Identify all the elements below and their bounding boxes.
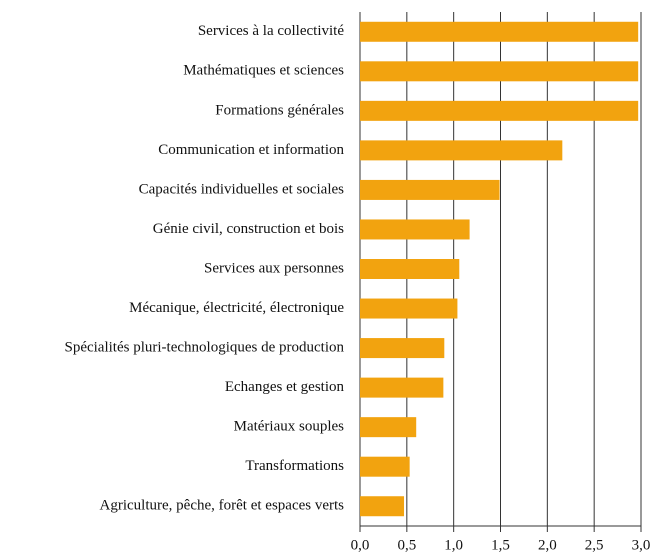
x-tick-label: 2,0 xyxy=(538,537,557,553)
y-tick-label: Communication et information xyxy=(158,142,344,158)
x-tick-label: 0,0 xyxy=(351,537,370,553)
bar xyxy=(360,496,405,517)
x-tick-label: 1,0 xyxy=(444,537,463,553)
y-tick-label: Agriculture, pêche, forêt et espaces ver… xyxy=(100,498,345,514)
x-tick-label: 2,5 xyxy=(585,537,604,553)
y-tick-label: Génie civil, construction et bois xyxy=(153,221,344,237)
x-tick-label: 3,0 xyxy=(632,537,651,553)
bar xyxy=(360,259,460,279)
y-tick-label: Echanges et gestion xyxy=(225,379,345,395)
bar xyxy=(360,417,417,438)
y-tick-label: Capacités individuelles et sociales xyxy=(139,181,345,197)
bar xyxy=(360,61,639,82)
bar xyxy=(360,338,445,359)
bar xyxy=(360,298,458,319)
y-tick-label: Transformations xyxy=(245,458,344,474)
bar xyxy=(360,140,563,161)
y-tick-label: Services aux personnes xyxy=(204,260,344,276)
bar xyxy=(360,377,444,398)
y-tick-label: Spécialités pluri-technologiques de prod… xyxy=(64,340,344,356)
y-tick-label: Formations générales xyxy=(215,102,344,118)
bar xyxy=(360,219,470,240)
bar xyxy=(360,21,639,42)
bar xyxy=(360,100,639,121)
y-tick-label: Services à la collectivité xyxy=(198,23,345,39)
bar xyxy=(360,456,410,477)
x-tick-label: 0,5 xyxy=(397,537,416,553)
y-tick-label: Matériaux souples xyxy=(234,419,345,435)
y-tick-label: Mathématiques et sciences xyxy=(183,63,344,79)
y-tick-label: Mécanique, électricité, électronique xyxy=(129,300,344,316)
x-tick-label: 1,5 xyxy=(491,537,510,553)
bar xyxy=(360,179,500,200)
